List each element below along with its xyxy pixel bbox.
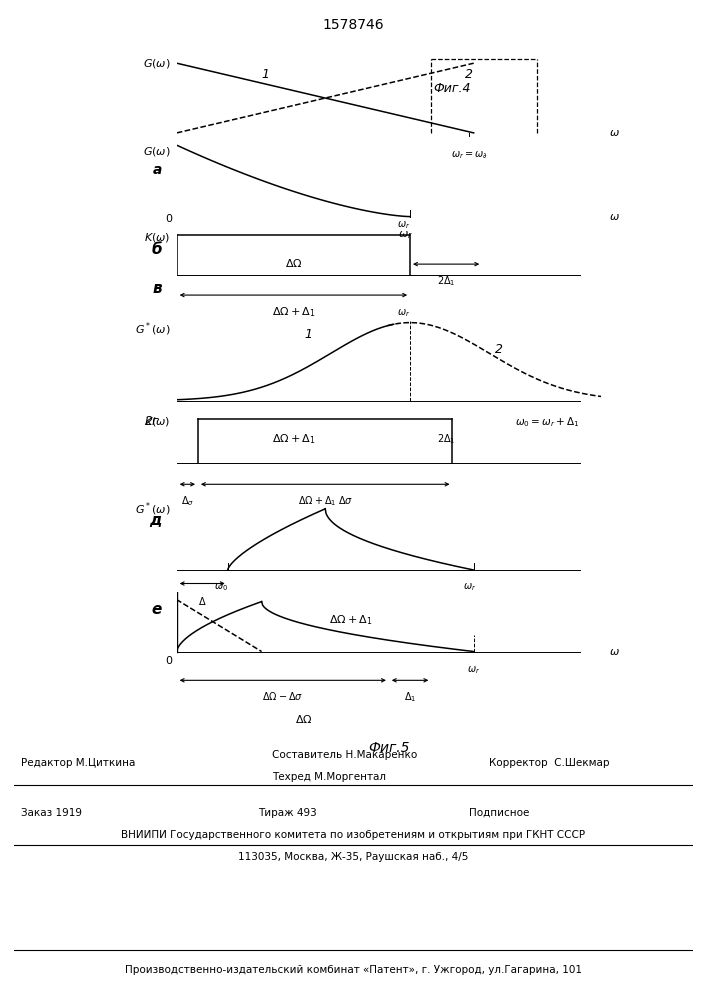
Text: $\omega$: $\omega$ [609,647,620,657]
Text: $\Delta\Omega$: $\Delta\Omega$ [285,257,302,269]
Text: $\omega$: $\omega$ [609,212,620,222]
Text: а: а [153,163,162,177]
Text: $2\Delta_1$: $2\Delta_1$ [437,432,455,446]
Text: 1: 1 [262,68,269,81]
Text: Фиг.5: Фиг.5 [368,741,409,755]
Text: $\omega_r$: $\omega_r$ [397,307,410,319]
Text: в: в [152,281,162,296]
Text: $G(\omega)$: $G(\omega)$ [143,145,170,158]
Text: д: д [149,513,162,528]
Text: Подписное: Подписное [469,808,530,818]
Text: $K(\omega)$: $K(\omega)$ [144,231,170,244]
Text: 1: 1 [304,328,312,341]
Text: $K(\omega)$: $K(\omega)$ [144,415,170,428]
Text: $\omega_0 = \omega_r + \Delta_1$: $\omega_0 = \omega_r + \Delta_1$ [515,415,580,429]
Text: Редактор М.Циткина: Редактор М.Циткина [21,758,135,768]
Text: $\Delta\Omega+\Delta_1$: $\Delta\Omega+\Delta_1$ [271,432,315,446]
Text: 2: 2 [146,415,153,428]
Text: г: г [151,415,158,428]
Text: Производственно-издательский комбинат «Патент», г. Ужгород, ул.Гагарина, 101: Производственно-издательский комбинат «П… [125,965,582,975]
Text: е: е [151,602,162,617]
Text: $\Delta\Omega+\Delta_1$: $\Delta\Omega+\Delta_1$ [271,305,315,319]
Text: $\Delta\Omega$: $\Delta\Omega$ [296,713,312,725]
Text: 113035, Москва, Ж-35, Раушская наб., 4/5: 113035, Москва, Ж-35, Раушская наб., 4/5 [238,852,469,862]
Text: Корректор  С.Шекмар: Корректор С.Шекмар [489,758,609,768]
Text: 2: 2 [495,343,503,356]
Text: $\Delta\Omega-\Delta\sigma$: $\Delta\Omega-\Delta\sigma$ [262,690,303,702]
Text: Составитель Н.Макаренко: Составитель Н.Макаренко [272,750,417,760]
Text: 1578746: 1578746 [322,18,385,32]
Text: $\omega_r$: $\omega_r$ [398,229,414,241]
Text: 2: 2 [465,68,473,81]
Text: $\omega_r$: $\omega_r$ [463,581,476,593]
Text: $\Delta\Omega+\Delta_1$: $\Delta\Omega+\Delta_1$ [329,613,373,627]
Text: $2\Delta_1$: $2\Delta_1$ [437,274,455,288]
Text: $\omega_r$: $\omega_r$ [397,219,410,231]
Text: 0: 0 [165,214,173,224]
Text: Тираж 493: Тираж 493 [259,808,317,818]
Text: $\Delta_\sigma$: $\Delta_\sigma$ [181,494,194,508]
Text: Заказ 1919: Заказ 1919 [21,808,82,818]
Text: Техред М.Моргентал: Техред М.Моргентал [272,772,386,782]
Text: 0: 0 [165,656,173,666]
Text: $G(\omega)$: $G(\omega)$ [143,57,170,70]
Text: $\Delta$: $\Delta$ [198,595,206,607]
Text: $\omega_r$: $\omega_r$ [467,664,480,676]
Text: $\omega$: $\omega$ [609,128,620,138]
Text: $\omega_0$: $\omega_0$ [214,581,228,593]
Text: б: б [151,242,162,257]
Text: $\Delta\Omega+\Delta_1 \; \Delta\sigma$: $\Delta\Omega+\Delta_1 \; \Delta\sigma$ [298,494,353,508]
Text: $G^*(\omega)$: $G^*(\omega)$ [134,321,170,338]
Text: $\omega_r = \omega_\partial$: $\omega_r = \omega_\partial$ [451,149,488,161]
Text: ВНИИПИ Государственного комитета по изобретениям и открытиям при ГКНТ СССР: ВНИИПИ Государственного комитета по изоб… [122,830,585,840]
Text: $\Delta_1$: $\Delta_1$ [404,690,416,704]
Text: Фиг.4: Фиг.4 [433,82,472,95]
Text: $G^*(\omega)$: $G^*(\omega)$ [134,501,170,518]
